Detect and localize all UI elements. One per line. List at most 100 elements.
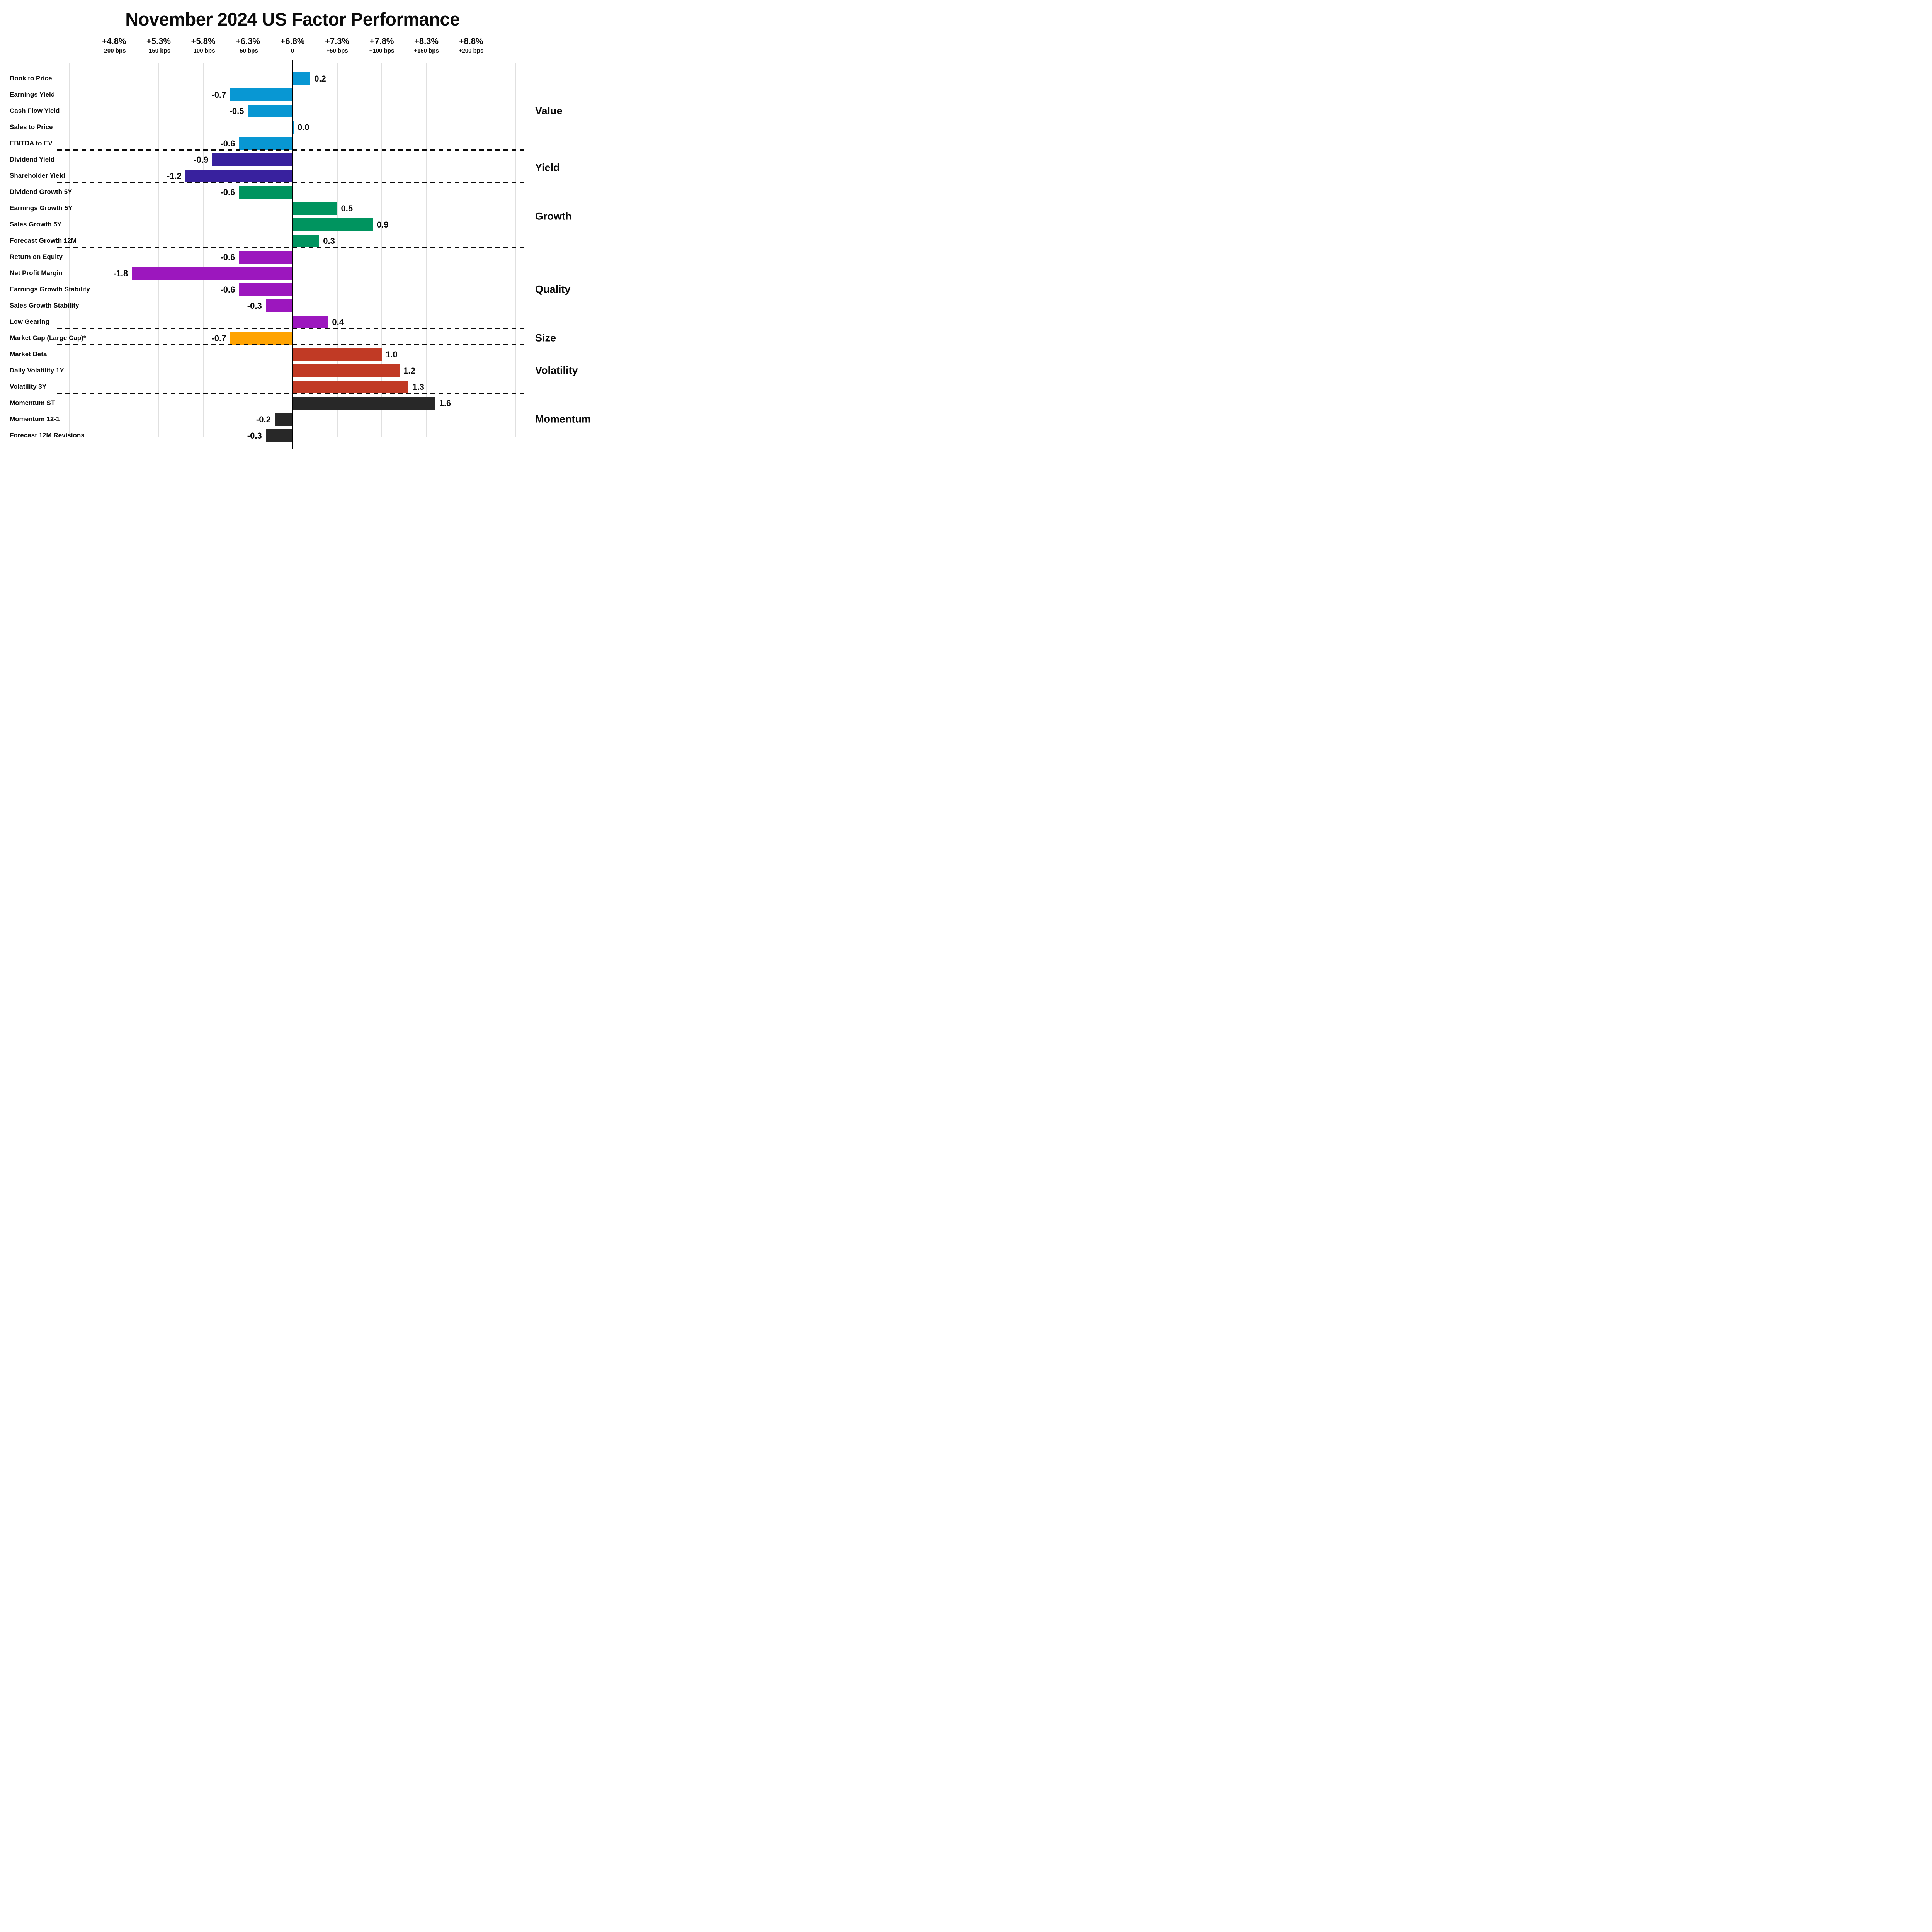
axis-tick: +7.8% +100 bps: [369, 36, 395, 54]
factor-label: Dividend Yield: [10, 156, 55, 163]
factor-label: Earnings Yield: [10, 91, 55, 98]
factor-bar: [293, 348, 382, 361]
factor-value-label: -1.8: [113, 269, 128, 278]
factor-bar: [239, 185, 293, 199]
axis-tick: +4.8% -200 bps: [102, 36, 126, 54]
factor-value-label: -1.2: [167, 171, 182, 181]
factor-bar: [230, 88, 293, 101]
group-label-quality: Quality: [535, 283, 571, 295]
factor-value-label: 1.6: [439, 398, 451, 408]
group-separator: [57, 327, 524, 329]
factor-value-label: -0.9: [194, 155, 209, 165]
axis-tick-percent-label: +8.8%: [459, 36, 483, 46]
factor-value-label: -0.7: [211, 333, 226, 343]
group-label-growth: Growth: [535, 210, 572, 222]
factor-bar: [293, 202, 337, 215]
factor-label: Momentum ST: [10, 399, 55, 406]
factor-bar: [239, 250, 293, 264]
axis-tick-bps-label: 0: [291, 48, 294, 54]
factor-bar: [293, 364, 400, 377]
factor-bar: [185, 169, 293, 182]
group-label-volatility: Volatility: [535, 364, 578, 376]
axis-tick: +8.8% +200 bps: [459, 36, 484, 54]
axis-tick: +5.3% -150 bps: [146, 36, 171, 54]
factor-label: Sales Growth 5Y: [10, 221, 62, 228]
factor-label: Market Cap (Large Cap)*: [10, 334, 86, 342]
axis-tick-percent-label: +6.8%: [280, 36, 305, 46]
axis-tick-bps-label: +100 bps: [369, 48, 395, 54]
factor-value-label: 0.9: [376, 220, 389, 230]
factor-value-label: 1.0: [386, 350, 398, 359]
axis-tick: +8.3% +150 bps: [414, 36, 439, 54]
factor-value-label: 0.5: [341, 204, 353, 213]
factor-bar: [293, 121, 294, 134]
axis-tick-percent-label: +5.8%: [191, 36, 216, 46]
factor-value-label: -0.6: [220, 139, 235, 148]
factor-label: Volatility 3Y: [10, 383, 47, 390]
gridline: [203, 63, 204, 437]
factor-label: Shareholder Yield: [10, 172, 65, 179]
factor-bar: [265, 429, 293, 442]
factor-bar: [293, 396, 435, 410]
factor-bar: [293, 234, 320, 247]
factor-label: Forecast 12M Revisions: [10, 432, 85, 439]
factor-performance-chart: November 2024 US Factor Performance +4.8…: [0, 0, 597, 456]
group-label-yield: Yield: [535, 162, 560, 173]
gridline: [381, 63, 382, 437]
axis-tick-percent-label: +8.3%: [414, 36, 439, 46]
group-label-momentum: Momentum: [535, 413, 591, 425]
factor-bar: [293, 218, 373, 231]
factor-value-label: 0.4: [332, 317, 344, 327]
factor-label: Sales Growth Stability: [10, 302, 79, 309]
axis-tick-percent-label: +7.3%: [325, 36, 349, 46]
gridline: [158, 63, 159, 437]
factor-label: Low Gearing: [10, 318, 49, 325]
factor-value-label: -0.6: [220, 187, 235, 197]
factor-bar: [239, 283, 293, 296]
axis-tick-percent-label: +4.8%: [102, 36, 126, 46]
factor-label: EBITDA to EV: [10, 139, 53, 147]
factor-value-label: -0.5: [229, 106, 244, 116]
gridline: [515, 63, 516, 437]
factor-value-label: 1.2: [403, 366, 415, 376]
axis-tick-bps-label: +200 bps: [458, 48, 484, 54]
axis-tick-bps-label: +150 bps: [414, 48, 439, 54]
factor-value-label: -0.3: [247, 431, 262, 440]
factor-label: Dividend Growth 5Y: [10, 188, 72, 196]
gridline: [337, 63, 338, 437]
factor-bar: [239, 137, 293, 150]
factor-label: Daily Volatility 1Y: [10, 367, 64, 374]
factor-bar: [274, 413, 293, 426]
axis-tick-bps-label: -150 bps: [147, 48, 170, 54]
factor-label: Sales to Price: [10, 123, 53, 131]
factor-label: Return on Equity: [10, 253, 63, 260]
factor-label: Earnings Growth 5Y: [10, 204, 73, 212]
axis-tick: +7.3% +50 bps: [325, 36, 349, 54]
group-separator: [57, 392, 524, 394]
factor-label: Net Profit Margin: [10, 269, 63, 277]
factor-value-label: 0.3: [323, 236, 335, 246]
axis-tick-percent-label: +6.3%: [236, 36, 260, 46]
group-separator: [57, 344, 524, 345]
factor-bar: [265, 299, 293, 312]
axis-tick: +6.3% -50 bps: [236, 36, 260, 54]
axis-tick: +6.8% 0: [281, 36, 305, 54]
gridline: [69, 63, 70, 437]
group-label-size: Size: [535, 332, 556, 344]
factor-bar: [230, 332, 293, 345]
axis-tick-percent-label: +5.3%: [146, 36, 171, 46]
axis-tick-bps-label: -50 bps: [238, 48, 258, 54]
factor-value-label: -0.2: [256, 415, 271, 424]
group-separator: [57, 246, 524, 248]
factor-label: Forecast Growth 12M: [10, 237, 77, 244]
factor-bar: [293, 72, 311, 85]
gridline: [426, 63, 427, 437]
factor-value-label: 0.0: [298, 122, 310, 132]
factor-bar: [293, 315, 328, 328]
axis-tick-bps-label: -200 bps: [102, 48, 126, 54]
factor-label: Earnings Growth Stability: [10, 286, 90, 293]
axis-tick-percent-label: +7.8%: [369, 36, 394, 46]
axis-tick: +5.8% -100 bps: [191, 36, 216, 54]
group-separator: [57, 181, 524, 183]
factor-label: Cash Flow Yield: [10, 107, 60, 114]
